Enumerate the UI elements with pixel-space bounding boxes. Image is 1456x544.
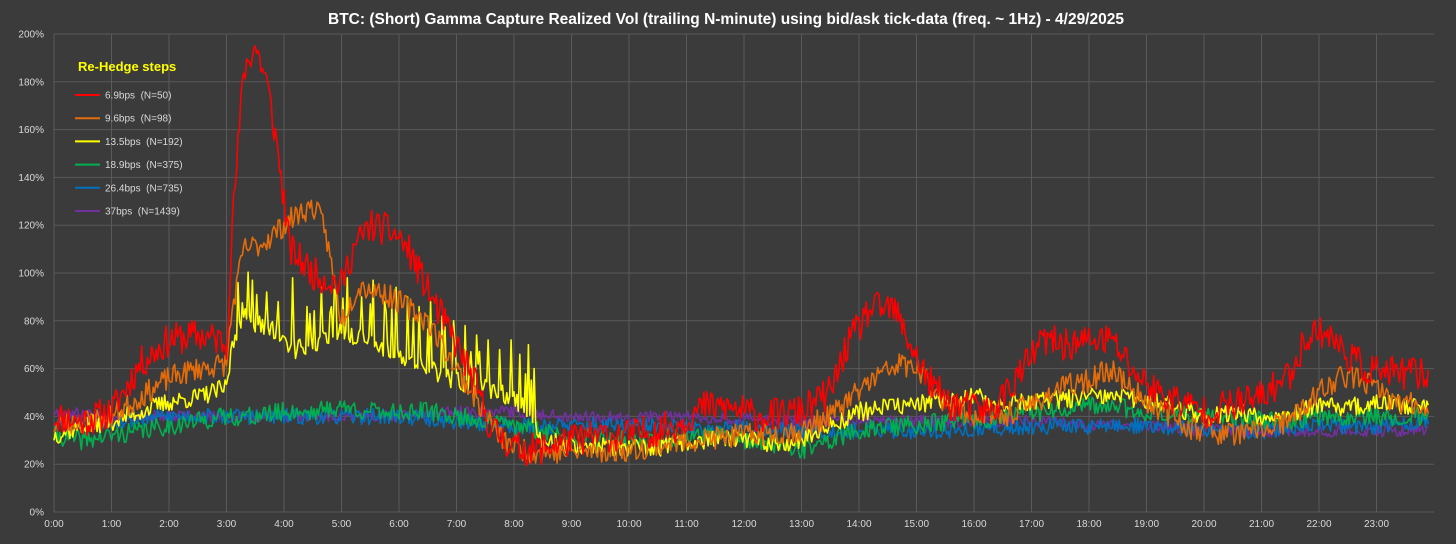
x-tick-label: 4:00 xyxy=(274,519,294,530)
x-tick-label: 20:00 xyxy=(1191,519,1216,530)
legend-entry: 13.5bps (N=192) xyxy=(105,137,183,148)
x-tick-label: 14:00 xyxy=(846,519,871,530)
series-line xyxy=(53,271,1429,457)
x-tick-label: 12:00 xyxy=(731,519,756,530)
series-lines xyxy=(53,45,1429,467)
legend-entry: 6.9bps (N=50) xyxy=(105,91,171,102)
legend-entry: 26.4bps (N=735) xyxy=(105,183,183,194)
x-tick-label: 3:00 xyxy=(217,519,237,530)
y-tick-label: 60% xyxy=(24,364,44,375)
x-tick-label: 10:00 xyxy=(616,519,641,530)
x-tick-label: 18:00 xyxy=(1076,519,1101,530)
legend-entry: 9.6bps (N=98) xyxy=(105,114,171,125)
legend-entry: 18.9bps (N=375) xyxy=(105,160,183,171)
y-axis-ticks: 0% 20% 40% 60% 80% 100% 120% 140% 160% 180% 200% xyxy=(18,30,44,519)
x-tick-label: 11:00 xyxy=(674,519,699,530)
x-tick-label: 8:00 xyxy=(504,519,524,530)
series-line xyxy=(53,45,1429,467)
y-tick-label: 160% xyxy=(18,125,44,136)
y-tick-label: 180% xyxy=(18,77,44,88)
x-axis-ticks: 0:00 1:00 2:00 3:00 4:00 5:00 6:00 7:00 8:00 9:00… xyxy=(44,519,1389,530)
series-line xyxy=(53,199,1429,465)
y-tick-label: 100% xyxy=(18,269,44,280)
legend-title: Re-Hedge steps xyxy=(78,59,176,74)
y-tick-label: 140% xyxy=(18,173,44,184)
chart-title: BTC: (Short) Gamma Capture Realized Vol … xyxy=(328,11,1124,28)
y-tick-label: 20% xyxy=(24,460,44,471)
x-tick-label: 23:00 xyxy=(1364,519,1389,530)
x-tick-label: 13:00 xyxy=(789,519,814,530)
x-tick-label: 0:00 xyxy=(44,519,64,530)
x-tick-label: 9:00 xyxy=(562,519,582,530)
y-tick-label: 120% xyxy=(18,221,44,232)
x-tick-label: 22:00 xyxy=(1306,519,1331,530)
y-tick-label: 80% xyxy=(24,316,44,327)
x-tick-label: 16:00 xyxy=(961,519,986,530)
y-tick-label: 200% xyxy=(18,30,44,41)
x-tick-label: 6:00 xyxy=(389,519,409,530)
x-tick-label: 1:00 xyxy=(102,519,122,530)
x-tick-label: 5:00 xyxy=(332,519,352,530)
x-tick-label: 17:00 xyxy=(1019,519,1044,530)
x-tick-label: 15:00 xyxy=(904,519,929,530)
legend-entry: 37bps (N=1439) xyxy=(105,207,180,218)
x-tick-label: 7:00 xyxy=(447,519,467,530)
x-tick-label: 21:00 xyxy=(1249,519,1274,530)
x-tick-label: 2:00 xyxy=(159,519,179,530)
y-tick-label: 40% xyxy=(24,412,44,423)
y-tick-label: 0% xyxy=(30,508,45,519)
legend: Re-Hedge steps 6.9bps (N=50) 9.6bps (N=98… xyxy=(75,59,183,218)
x-tick-label: 19:00 xyxy=(1134,519,1159,530)
